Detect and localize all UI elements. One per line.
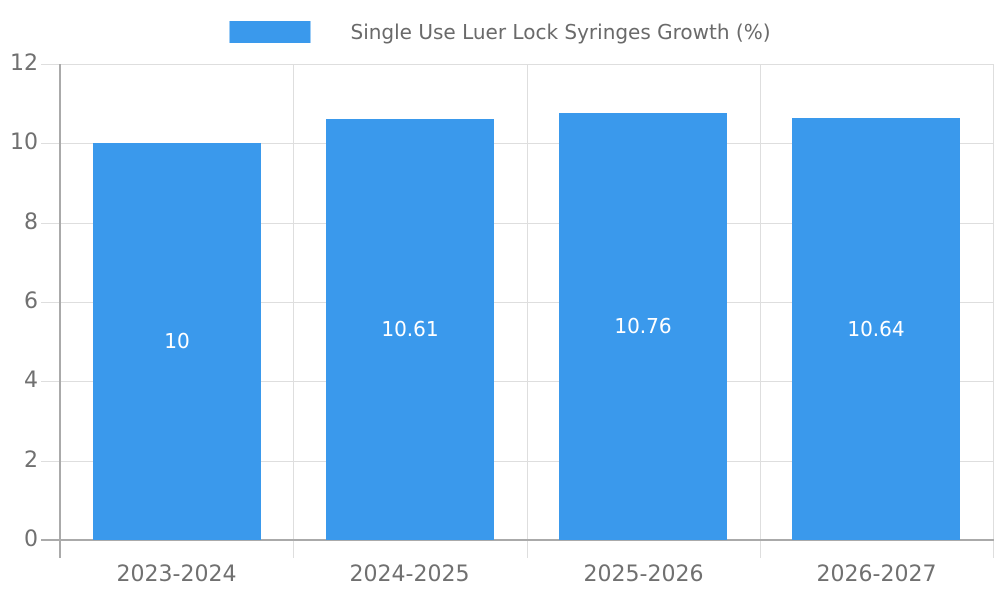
x-axis-label: 2026-2027	[816, 562, 937, 587]
y-gridline	[60, 223, 993, 224]
x-tick-mark	[527, 540, 528, 558]
y-axis-tick-label: 8	[24, 210, 38, 235]
x-tick-mark	[293, 540, 294, 558]
y-tick-mark	[41, 223, 60, 224]
x-gridline	[760, 64, 761, 540]
y-tick-mark	[41, 64, 60, 65]
bar-value-label: 10	[164, 329, 190, 353]
y-tick-mark	[41, 302, 60, 303]
x-gridline	[293, 64, 294, 540]
y-gridline	[60, 381, 993, 382]
legend-swatch	[229, 21, 311, 43]
x-tick-mark	[993, 540, 994, 558]
bar[interactable]: 10	[93, 143, 261, 540]
y-axis-line	[59, 64, 61, 558]
y-axis-tick-label: 0	[24, 527, 38, 552]
y-gridline	[60, 64, 993, 65]
bar[interactable]: 10.61	[326, 119, 494, 540]
bar[interactable]: 10.64	[792, 118, 960, 540]
x-axis-line	[41, 539, 994, 541]
y-gridline	[60, 302, 993, 303]
y-tick-mark	[41, 143, 60, 144]
y-axis-tick-label: 10	[10, 130, 38, 155]
x-gridline	[527, 64, 528, 540]
bar-value-label: 10.76	[614, 314, 672, 338]
x-tick-mark	[760, 540, 761, 558]
y-tick-mark	[41, 381, 60, 382]
legend-label: Single Use Luer Lock Syringes Growth (%)	[350, 20, 771, 44]
y-axis-tick-label: 6	[24, 289, 38, 314]
bar-value-label: 10.61	[381, 317, 439, 341]
bar-value-label: 10.64	[847, 317, 905, 341]
y-axis-tick-label: 12	[10, 51, 38, 76]
x-axis-label: 2024-2025	[349, 562, 470, 587]
x-axis-label: 2023-2024	[116, 562, 237, 587]
y-axis-tick-label: 4	[24, 368, 38, 393]
chart-legend[interactable]: Single Use Luer Lock Syringes Growth (%)	[229, 20, 771, 44]
y-axis-tick-label: 2	[24, 448, 38, 473]
bar[interactable]: 10.76	[559, 113, 727, 540]
y-gridline	[60, 143, 993, 144]
y-gridline	[60, 461, 993, 462]
x-axis-label: 2025-2026	[583, 562, 704, 587]
y-tick-mark	[41, 461, 60, 462]
x-gridline	[993, 64, 994, 540]
